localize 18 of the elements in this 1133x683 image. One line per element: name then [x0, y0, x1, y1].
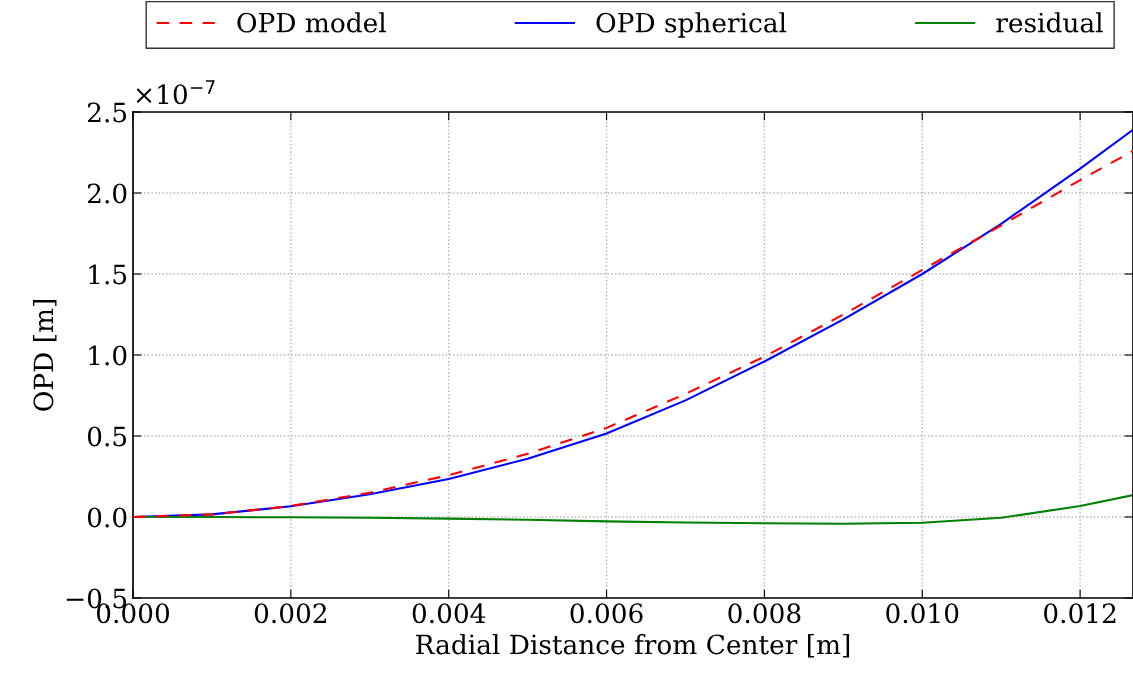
y-axis-title: OPD [m] [32, 299, 57, 411]
legend-label: OPD spherical [596, 12, 787, 38]
y-tick-label: 1.5 [89, 264, 127, 285]
text: ×10$^{−7}$ [136, 80, 215, 105]
y-tick-label: 0.5 [87, 426, 127, 447]
x-tick-label: 0.008 [728, 603, 801, 624]
x-axis-title: Radial Distance from Center [m] [416, 633, 850, 658]
y-tick-label: 0.0 [87, 507, 127, 528]
x-tick-label: 0.002 [254, 603, 327, 624]
legend-label: OPD model [237, 12, 386, 33]
x-tick-label: 0.010 [886, 603, 959, 624]
x-tick-label: 0.006 [570, 603, 643, 624]
y-tick-label: 2.0 [87, 183, 127, 204]
x-tick-label: 0.004 [412, 603, 486, 624]
y-tick-label: 1.0 [89, 345, 127, 366]
x-tick-label: 0.012 [1044, 603, 1116, 624]
legend-label: residual [996, 12, 1103, 33]
y-tick-label: 2.5 [87, 102, 127, 123]
